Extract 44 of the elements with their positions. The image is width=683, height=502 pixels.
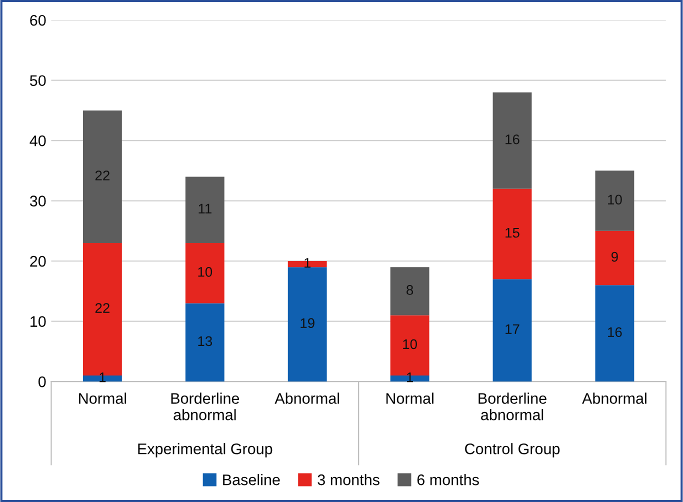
x-tick-label: Normal — [79, 392, 126, 404]
bar — [595, 230, 634, 286]
data-label: 17 — [506, 324, 520, 334]
y-tick-label: 0 — [38, 376, 46, 388]
bar — [185, 176, 224, 243]
data-label: 10 — [198, 266, 212, 277]
bar — [288, 267, 327, 382]
y-tick-label: 60 — [30, 14, 46, 26]
x-tick-label: Borderline abnormal — [478, 392, 546, 420]
bar — [595, 285, 634, 382]
bar — [492, 92, 532, 189]
data-label: 13 — [198, 336, 212, 346]
y-tick-label: 50 — [30, 75, 46, 86]
bar — [492, 279, 532, 382]
x-tick-label: Borderline abnormal — [171, 392, 240, 420]
data-label: 16 — [506, 134, 520, 144]
data-label: 10 — [403, 339, 417, 350]
y-tick-label: 20 — [30, 256, 46, 267]
x-tick-label: Normal — [386, 392, 434, 404]
y-tick-label: 30 — [30, 196, 46, 206]
y-tick-label: 10 — [30, 316, 46, 327]
bar — [390, 267, 430, 316]
legend-label: 6 months — [417, 474, 479, 486]
text: Control Group — [465, 443, 560, 458]
bar — [595, 170, 634, 231]
data-label: 10 — [608, 194, 622, 205]
data-label: 19 — [300, 318, 314, 328]
x-tick-label: Abnormal — [582, 392, 646, 404]
bar — [185, 303, 224, 382]
bar — [185, 242, 224, 304]
legend-label: 3 months — [318, 474, 380, 486]
data-label: 8 — [406, 285, 414, 295]
bar — [492, 188, 532, 280]
bar — [82, 110, 122, 243]
data-label: 22 — [95, 170, 110, 180]
y-tick-label: 40 — [30, 135, 46, 146]
data-label: 15 — [506, 228, 520, 238]
legend-label: Baseline — [223, 474, 280, 486]
data-label: 9 — [611, 252, 618, 262]
x-tick-label: Abnormal — [274, 392, 340, 404]
data-label: 16 — [608, 327, 622, 338]
text: Experimental Group — [138, 443, 272, 458]
data-label: 11 — [198, 204, 212, 214]
data-label: 22 — [95, 303, 110, 313]
